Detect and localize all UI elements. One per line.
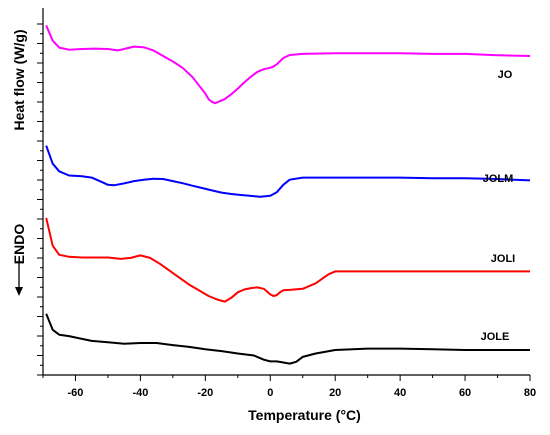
series-label-jo: JO: [498, 69, 513, 81]
x-tick-label: 20: [329, 387, 341, 399]
series-line-joli: [45, 217, 530, 303]
x-tick-label: 0: [267, 387, 273, 399]
series-label-jole: JOLE: [481, 331, 510, 343]
x-tick-label: -60: [68, 387, 84, 399]
series-line-jolm: [45, 145, 531, 198]
x-tick-label: -40: [132, 387, 148, 399]
x-tick-label: 80: [524, 387, 536, 399]
y-axis-title: Heat flow (W/g): [11, 29, 27, 130]
x-tick-label: -20: [197, 387, 213, 399]
curves: [45, 25, 531, 365]
x-tick-label: 60: [459, 387, 471, 399]
series-label-jolm: JOLM: [483, 173, 514, 185]
series-label-joli: JOLI: [491, 253, 515, 265]
x-axis-title: Temperature (°C): [248, 407, 361, 423]
series-line-jole: [45, 313, 530, 365]
endo-arrow-head: [15, 287, 23, 296]
axes: -60 -40 -20 0 20 40 60 80: [37, 8, 536, 399]
x-tick-label: 40: [394, 387, 406, 399]
endo-label: ENDO: [11, 224, 27, 265]
labels: Temperature (°C) Heat flow (W/g) ENDO JO JOL…: [11, 29, 515, 423]
series-line-jo: [45, 25, 531, 105]
